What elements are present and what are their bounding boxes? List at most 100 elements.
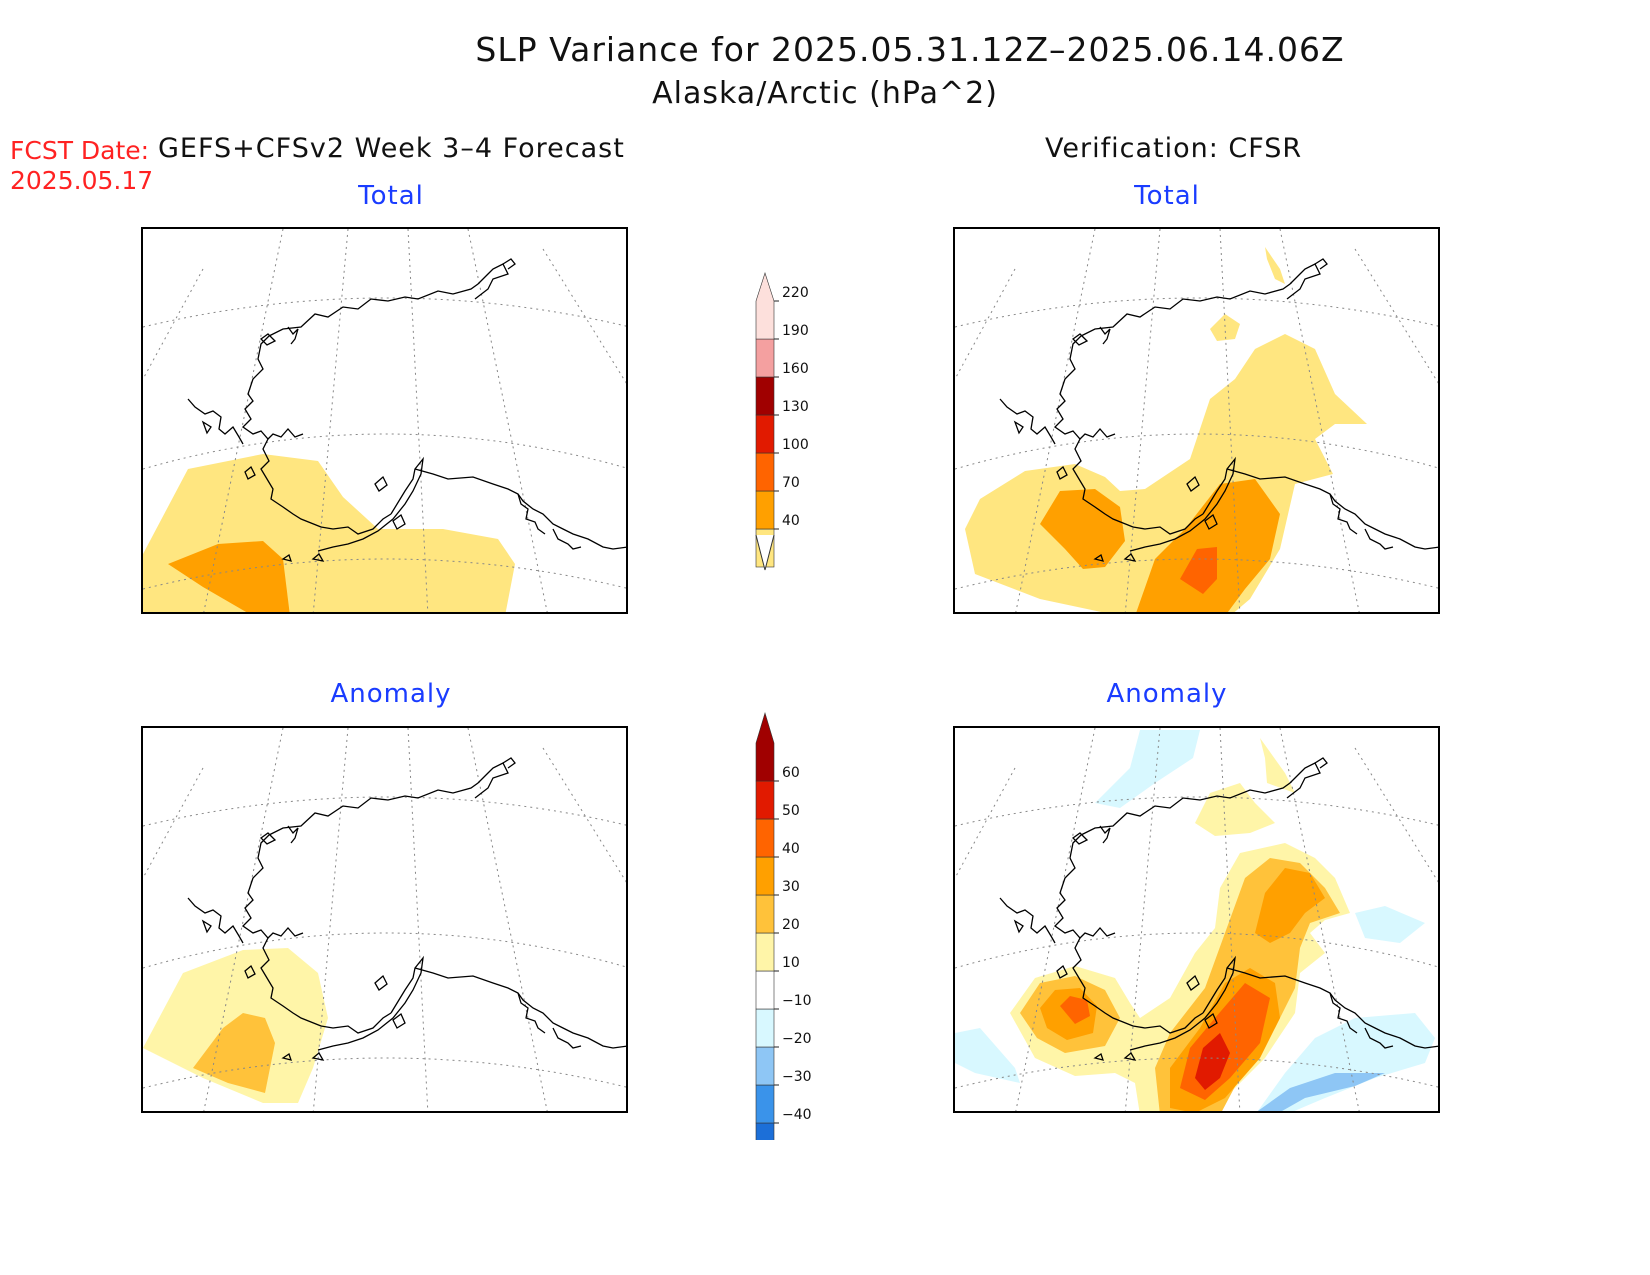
coastline-segment [1132,513,1204,535]
coastline-segment [1053,335,1116,440]
shade-10-20-north [1195,783,1275,836]
graticule-line [955,767,1016,879]
shade-30-40-north [1255,868,1325,943]
coastline-segment [1053,834,1116,939]
colorbar-swatch [755,818,775,858]
coastline-segment [1099,326,1111,345]
coastline-segment [320,1012,392,1034]
graticule [955,728,1438,1111]
colorbar-tick-label: 60 [782,765,800,781]
colorbar-swatch [755,894,775,934]
coastline-segment [201,420,212,435]
coastline-segment [1132,1012,1204,1034]
chart-subtitle: Alaska/Arctic (hPa^2) [652,76,998,111]
shade-neg10-neg20-north [1095,730,1200,808]
coastline-segment [281,553,292,562]
shade-40-50-west [1060,996,1090,1024]
graticule [143,728,626,1111]
coastline-segment [1186,974,1200,991]
coastline-segment [1072,937,1134,1027]
coastline-segment [1093,1052,1104,1061]
coastline-segment [1123,1052,1137,1061]
shade-70-100-east [1136,479,1280,612]
graticule-line [542,248,626,384]
coastline-segment [268,762,509,836]
coastline-segment [1364,528,1394,550]
graticule-line [1219,229,1241,612]
colorbar-swatch [755,452,775,492]
graticule-line [1219,728,1241,1111]
graticule-line [143,767,204,879]
colorbar-tick-label: 100 [782,437,809,453]
fcst-date: 2025.05.17 [10,166,154,195]
coastline-segment [1129,955,1236,1051]
colorbar-swatch [755,376,775,416]
colorbar-tick-label: 190 [782,323,809,339]
coastline-segment [281,1052,292,1061]
coastline-segment [287,326,299,345]
coastline-segment [502,757,516,769]
colorbar-swatch [755,490,775,530]
colorbar-swatch [755,272,775,340]
coastline-segment [1314,757,1328,769]
graticule-line [143,297,626,328]
coastline-segment [187,897,244,944]
colorbar-tick-label: 40 [782,841,800,857]
shade-70-100 [168,541,290,612]
shade-70-100-west [1040,489,1125,569]
coastline-segment [1080,762,1321,836]
coastline-segment [999,897,1056,944]
coastline-segment [1329,992,1358,1034]
coastline-segment [1013,420,1024,435]
coastline [187,757,626,1061]
colorbar-anomaly: −40 −30 −20 −10 10 20 30 40 50 60 [755,711,812,1140]
coastline-segment [268,263,509,337]
coastline-segment [1071,333,1089,346]
colorbar-swatch [755,1122,775,1140]
colorbar-swatch [755,856,775,896]
shade-neg10-neg20-blob [1355,906,1425,943]
coastline-segment [1080,263,1321,337]
coastline-segment [1056,964,1068,979]
graticule-line [143,796,626,827]
coastline-segment [1072,438,1134,528]
colorbar-swatch [755,1084,775,1124]
coastline-segment [320,513,392,535]
coastline-segment [241,335,304,440]
coastline-segment [287,825,299,844]
coastline-segment [1364,1027,1394,1049]
coastline-segment [552,1027,582,1049]
map-verif-total [953,227,1440,614]
coastline-segment [317,456,424,552]
colorbar-tick-label: 20 [782,917,800,933]
colorbar-swatch [755,932,775,972]
coastline-segment [1204,513,1218,530]
coastline-segment [311,1052,325,1061]
graticule-line [407,229,429,612]
shade-40-70-small [1210,314,1240,341]
colorbar-swatch [755,1008,775,1048]
colorbar-tick-label: 220 [782,285,809,301]
colorbar-tick-label: −30 [782,1069,812,1085]
coastline-segment [244,465,256,480]
graticule-line [143,433,626,470]
colorbar-tick-label: 40 [782,513,800,529]
graticule-line [467,728,548,1111]
coastline-segment [374,475,388,492]
coastline-segment [374,974,388,991]
coastline [999,258,1438,562]
colorbar-swatch [755,1046,775,1086]
graticule-line [1354,248,1438,384]
coastline-segment [517,992,546,1034]
colorbar-swatch [755,970,775,1010]
coastline-segment [999,398,1056,445]
colorbar-swatch [755,711,775,782]
colorbar-swatch [755,780,775,820]
colorbar-tick-label: 160 [782,361,809,377]
colorbar-tail [755,534,775,571]
coastline-segment [1129,456,1236,552]
map-forecast-total [141,227,628,614]
colorbar-tick-label: 10 [782,955,800,971]
graticule-line [955,297,1438,328]
coastline-segment [1204,1012,1218,1029]
